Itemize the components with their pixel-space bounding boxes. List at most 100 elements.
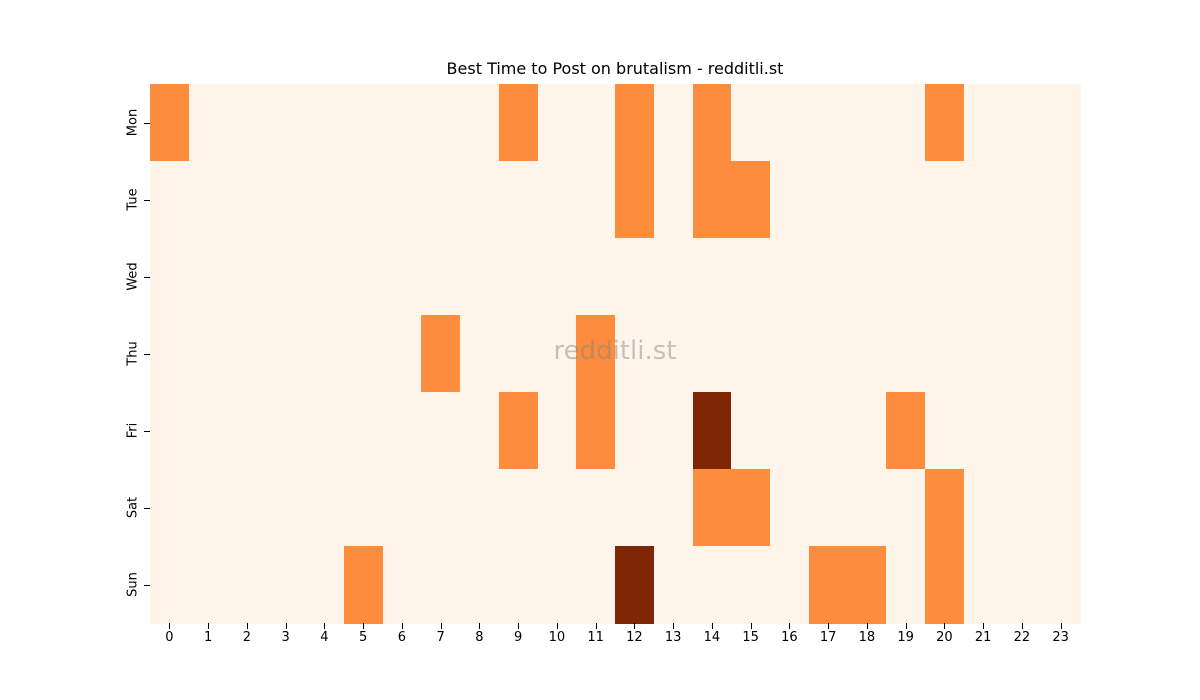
heatmap-cell <box>770 546 810 624</box>
x-tick <box>518 623 520 629</box>
y-tick <box>144 430 150 432</box>
heatmap-cell <box>343 392 383 470</box>
heatmap-cell <box>343 84 383 162</box>
x-tick-label: 14 <box>703 630 721 645</box>
heatmap-cell <box>615 84 655 162</box>
heatmap-cell <box>886 84 926 162</box>
heatmap-cell <box>460 238 500 316</box>
heatmap-cell <box>537 161 577 239</box>
heatmap-cell <box>770 84 810 162</box>
heatmap-cell <box>1002 84 1042 162</box>
heatmap-cell <box>692 238 732 316</box>
x-tick-label: 17 <box>819 630 837 645</box>
heatmap-cell <box>188 469 228 547</box>
heatmap-cell <box>925 469 965 547</box>
x-tick-label: 23 <box>1052 630 1069 645</box>
heatmap-cell <box>1041 392 1081 470</box>
heatmap-cell <box>615 546 655 624</box>
x-tick <box>789 623 791 629</box>
x-tick <box>905 623 907 629</box>
heatmap-cell <box>576 392 616 470</box>
heatmap-cell <box>770 161 810 239</box>
heatmap-cell <box>963 161 1003 239</box>
heatmap-cell <box>343 315 383 393</box>
heatmap-cell <box>886 469 926 547</box>
heatmap-cell <box>692 469 732 547</box>
x-tick-label: 2 <box>242 630 252 645</box>
heatmap-cell <box>653 161 693 239</box>
heatmap-cell <box>731 315 771 393</box>
heatmap-cell <box>692 84 732 162</box>
heatmap-cell <box>421 161 461 239</box>
heatmap-cell <box>305 469 345 547</box>
x-tick <box>556 623 558 629</box>
heatmap-cell <box>537 84 577 162</box>
x-tick <box>208 623 210 629</box>
heatmap-cell <box>382 546 422 624</box>
heatmap-cell <box>653 238 693 316</box>
heatmap-cell <box>847 469 887 547</box>
x-tick-label: 15 <box>742 630 759 645</box>
heatmap-cell <box>266 161 306 239</box>
heatmap-cell <box>847 546 887 624</box>
x-tick <box>595 623 597 629</box>
x-tick <box>983 623 985 629</box>
x-tick <box>634 623 636 629</box>
y-tick <box>144 507 150 509</box>
heatmap-cell <box>421 315 461 393</box>
heatmap-cell <box>1002 469 1042 547</box>
heatmap-cell <box>460 161 500 239</box>
x-tick <box>285 623 287 629</box>
heatmap-cell <box>731 546 771 624</box>
heatmap-cell <box>188 84 228 162</box>
heatmap-cell <box>847 238 887 316</box>
heatmap-cell <box>847 315 887 393</box>
heatmap-cell <box>266 315 306 393</box>
heatmap-cell <box>343 238 383 316</box>
y-tick-label: Fri <box>125 422 141 438</box>
heatmap-cell <box>266 84 306 162</box>
heatmap-cell <box>305 238 345 316</box>
heatmap-cell <box>227 315 267 393</box>
heatmap-cell <box>731 392 771 470</box>
heatmap-cell <box>421 392 461 470</box>
heatmap-cell <box>150 392 190 470</box>
heatmap-cell <box>150 546 190 624</box>
y-tick <box>144 584 150 586</box>
heatmap-cell <box>227 84 267 162</box>
heatmap-cell <box>382 161 422 239</box>
heatmap-cell <box>266 469 306 547</box>
heatmap-cell <box>615 315 655 393</box>
heatmap-cell <box>808 161 848 239</box>
heatmap-cell <box>576 161 616 239</box>
heatmap-cell <box>847 84 887 162</box>
heatmap-cell <box>615 161 655 239</box>
heatmap-cell <box>925 161 965 239</box>
heatmap-cell <box>382 469 422 547</box>
heatmap-cell <box>305 315 345 393</box>
heatmap-cell <box>653 546 693 624</box>
y-tick-label: Sat <box>125 496 141 518</box>
heatmap-cell <box>266 546 306 624</box>
heatmap-cell <box>382 238 422 316</box>
heatmap-cell <box>963 238 1003 316</box>
heatmap-cell <box>692 546 732 624</box>
heatmap-cell <box>963 84 1003 162</box>
heatmap-cell <box>1002 546 1042 624</box>
x-tick <box>944 623 946 629</box>
x-tick-label: 7 <box>436 630 445 645</box>
heatmap-cell <box>421 546 461 624</box>
heatmap-cell <box>227 546 267 624</box>
heatmap-cell <box>498 469 538 547</box>
x-tick-label: 3 <box>281 630 290 645</box>
x-tick <box>828 623 830 629</box>
x-tick <box>479 623 481 629</box>
x-tick-label: 10 <box>548 630 566 645</box>
y-tick <box>144 199 150 201</box>
heatmap-cell <box>615 469 655 547</box>
heatmap-cell <box>1041 469 1081 547</box>
x-tick-label: 0 <box>165 630 174 645</box>
x-tick-label: 1 <box>203 630 213 645</box>
heatmap-cell <box>770 469 810 547</box>
heatmap-cell <box>692 392 732 470</box>
